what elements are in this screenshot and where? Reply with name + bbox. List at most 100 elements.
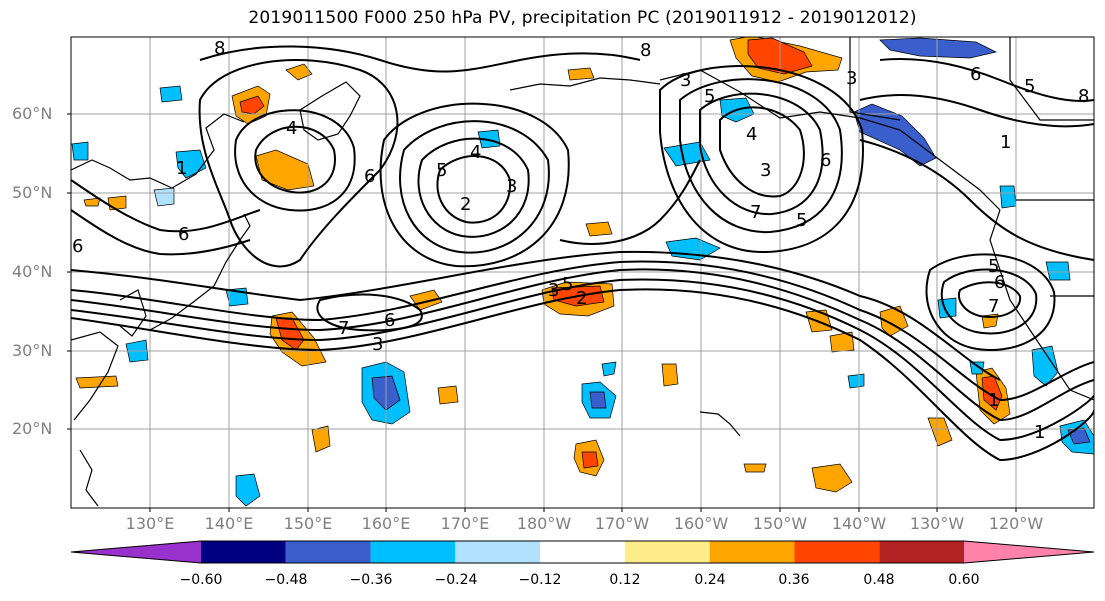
contour-label: 3 (506, 176, 517, 197)
contour-label: 2 (576, 288, 587, 309)
contour-label: 5 (1024, 76, 1035, 97)
pv-contour (559, 159, 701, 245)
coast-philippines (79, 449, 99, 507)
precip-positive-area (585, 221, 613, 237)
colorbar-tick-label: 0.12 (609, 572, 641, 588)
contour-label: 6 (384, 310, 395, 331)
contour-label: 5 (562, 274, 573, 295)
lat-label: 60°N (12, 104, 53, 123)
pv-contour (71, 250, 1001, 381)
lon-label: 170°W (594, 514, 650, 533)
contour-label: 1 (1034, 422, 1045, 443)
contour-label: 5 (988, 256, 999, 277)
contour-label: 1 (988, 390, 999, 411)
colorbar-tick-label: −0.60 (179, 572, 223, 588)
precip-negative-area (999, 185, 1017, 209)
contour-label: 6 (994, 272, 1005, 293)
contour-label: 3 (760, 160, 771, 181)
precip-negative-area (879, 37, 998, 59)
lon-label: 130°W (909, 514, 965, 533)
precip-negative-core (589, 391, 607, 409)
coast-kamchatka (299, 81, 361, 141)
precip-positive-area (567, 67, 595, 81)
precip-positive-area (811, 463, 853, 493)
pv-contour (699, 92, 824, 216)
contour-label: 5 (796, 210, 807, 231)
precip-negative-area (969, 361, 985, 375)
axis-ticks (67, 113, 1017, 512)
colorbar-tick-label: 0.36 (778, 572, 810, 588)
contour-label: 4 (286, 118, 297, 139)
precip-negative-area (847, 373, 865, 389)
precip-negative-area (1031, 345, 1059, 387)
pv-contour (659, 65, 864, 254)
precip-negative-area (235, 473, 261, 507)
lon-label: 150°E (283, 514, 333, 533)
pv-contour (879, 57, 1094, 102)
colorbar-tick-label: −0.24 (434, 572, 478, 588)
precip-positive-area (437, 385, 459, 405)
lat-label: 50°N (12, 183, 53, 202)
contour-label: 4 (746, 124, 757, 145)
lon-label: 120°W (988, 514, 1044, 533)
precip-negative-area (663, 141, 711, 167)
pv-contour (71, 260, 1094, 402)
precip-negative-area (477, 129, 501, 149)
pv-contour (71, 288, 1094, 462)
contour-label: 7 (338, 318, 349, 339)
precip-positive-core (239, 95, 265, 115)
precip-negative-area (853, 103, 937, 167)
lon-label: 140°E (204, 514, 254, 533)
colorbar-tick-label: 0.48 (863, 572, 895, 588)
coast-aleutians (509, 77, 661, 91)
lon-label: 160°E (361, 514, 411, 533)
precip-positive-area (409, 289, 443, 311)
pv-contour (417, 137, 530, 238)
precip-positive-area (311, 425, 331, 453)
contour-label: 7 (988, 296, 999, 317)
contour-label: 3 (680, 70, 691, 91)
lon-label: 170°E (440, 514, 490, 533)
lat-label: 30°N (12, 341, 53, 360)
coast-asia (71, 113, 245, 189)
map-gridlines (71, 37, 1094, 508)
precip-negative-area (1045, 261, 1071, 281)
lon-label: 130°E (125, 514, 175, 533)
contour-labels: 8 8 4 6 6 5 4 3 2 3 5 8 3 4 6 5 7 3 1 5 … (72, 38, 1089, 443)
contour-label: 6 (72, 236, 83, 257)
colorbar-tick-label: −0.12 (518, 572, 562, 588)
contour-label: 2 (460, 194, 471, 215)
precip-positive-area (83, 197, 101, 207)
precip-negative-area (937, 297, 957, 319)
contour-label: 8 (1078, 86, 1089, 107)
precip-negative-area (153, 187, 175, 207)
precip-shading (71, 37, 1094, 507)
contour-label: 1 (176, 158, 187, 179)
colorbar-tick-label: −0.48 (264, 572, 308, 588)
precip-positive-area (661, 363, 679, 387)
precip-positive-area (255, 149, 315, 191)
pv-contour (379, 102, 570, 268)
pv-contour (958, 281, 1022, 318)
pv-contour (925, 253, 1056, 351)
pv-contour (71, 268, 1094, 422)
contour-label: 3 (548, 280, 559, 301)
pv-contour (199, 45, 641, 73)
contour-label: 3 (372, 334, 383, 355)
lon-label: 140°W (831, 514, 887, 533)
precip-positive-area (743, 463, 767, 473)
pv-contour (719, 106, 805, 198)
coast-china (71, 331, 119, 421)
precip-positive-area (107, 195, 127, 211)
contour-label: 7 (750, 202, 761, 223)
coast-north-america (989, 209, 1094, 401)
contour-label: 6 (970, 64, 981, 85)
pv-contours (71, 45, 1094, 462)
colorbar-tick-label: −0.36 (349, 572, 393, 588)
contour-label: 1 (1000, 132, 1011, 153)
coast-korea (119, 289, 147, 337)
colorbar-tick-label: 0.24 (694, 572, 726, 588)
pv-contour (71, 179, 261, 233)
precip-positive-area (285, 63, 313, 81)
